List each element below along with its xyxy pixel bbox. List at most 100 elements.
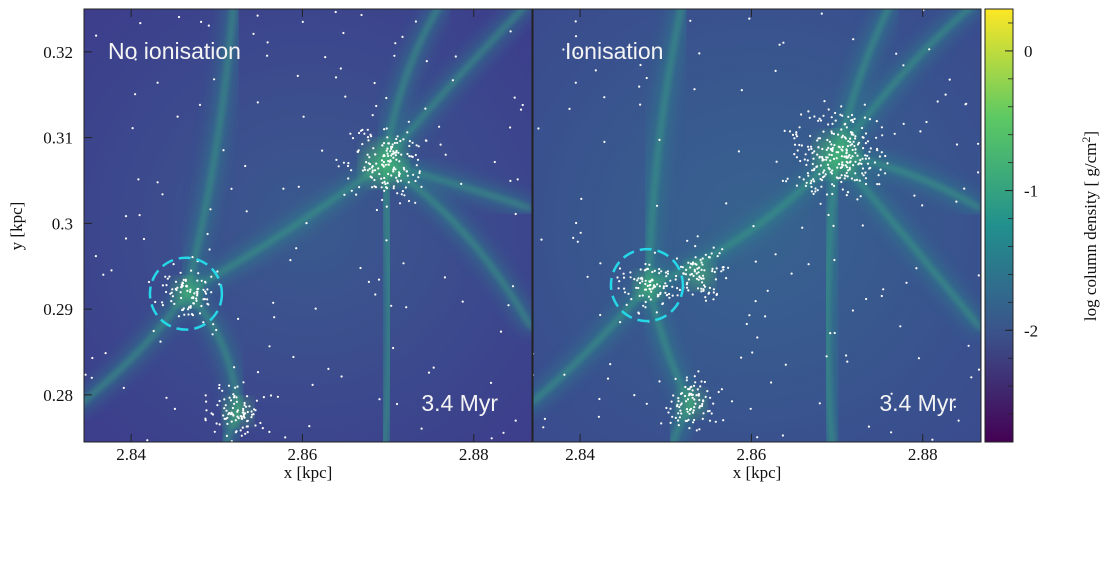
star-particle: [651, 279, 654, 282]
star-particle: [401, 35, 404, 39]
star-particle: [902, 64, 905, 67]
star-particle: [295, 247, 298, 250]
star-particle: [231, 406, 234, 410]
star-particle: [395, 176, 398, 179]
star-particle: [696, 267, 699, 270]
star-particle: [671, 285, 674, 288]
filament-core: [84, 291, 188, 403]
star-particle: [623, 291, 627, 294]
star-particle: [380, 186, 383, 189]
y-tick-label: 0.31: [43, 129, 73, 148]
star-particle: [223, 407, 226, 410]
star-particle: [563, 373, 566, 376]
star-particle: [683, 394, 687, 398]
star-particle: [672, 394, 675, 397]
star-particle: [651, 270, 654, 274]
star-particle: [256, 371, 260, 374]
star-particle: [825, 158, 828, 161]
star-particle: [360, 13, 363, 17]
star-particle: [216, 404, 219, 407]
star-particle: [342, 31, 345, 35]
star-particle: [669, 407, 672, 410]
star-particle: [818, 173, 821, 176]
star-particle: [224, 404, 227, 407]
star-particle: [667, 411, 670, 414]
star-particle: [813, 167, 816, 170]
star-particle: [853, 179, 856, 182]
star-particle: [852, 133, 855, 136]
star-particle: [703, 269, 706, 272]
star-particle: [334, 10, 337, 14]
star-particle: [686, 239, 689, 242]
x-tick-label: 2.88: [459, 445, 489, 464]
x-axis-title-1: x [kpc]: [284, 463, 333, 482]
star-particle: [839, 176, 842, 179]
star-particle: [373, 185, 376, 188]
star-particle: [827, 146, 830, 149]
x-tick-label: 2.84: [116, 445, 146, 464]
star-particle: [658, 268, 661, 271]
star-particle: [414, 179, 417, 183]
star-particle: [370, 166, 374, 169]
density-map-1: [84, 9, 532, 442]
star-particle: [816, 189, 819, 192]
star-particle: [856, 143, 860, 146]
star-particle: [704, 299, 708, 302]
star-particle: [165, 290, 168, 294]
star-particle: [677, 412, 680, 415]
star-particle: [439, 143, 442, 146]
star-particle: [828, 140, 832, 143]
star-particle: [355, 193, 358, 196]
star-particle: [766, 289, 769, 292]
star-particle: [699, 385, 702, 388]
star-particle: [181, 308, 184, 311]
star-particle: [367, 162, 370, 165]
star-particle: [173, 302, 176, 305]
star-particle: [250, 410, 253, 413]
star-particle: [244, 164, 247, 168]
star-particle: [182, 278, 185, 281]
star-particle: [629, 276, 632, 279]
star-particle: [399, 179, 402, 182]
star-particle: [215, 328, 218, 332]
star-particle: [730, 400, 734, 403]
star-particle: [712, 291, 715, 294]
star-particle: [811, 162, 814, 166]
star-particle: [675, 274, 678, 278]
star-particle: [701, 402, 704, 406]
star-particle: [847, 140, 850, 143]
star-particle: [396, 180, 400, 183]
star-particle: [356, 150, 359, 153]
star-particle: [696, 287, 700, 290]
star-particle: [877, 174, 880, 177]
star-particle: [688, 412, 691, 415]
star-particle: [841, 149, 844, 152]
star-particle: [200, 20, 203, 23]
star-particle: [873, 161, 877, 164]
star-particle: [240, 434, 243, 437]
star-particle: [349, 132, 352, 135]
star-particle: [655, 204, 659, 207]
star-particle: [229, 413, 233, 416]
star-particle: [405, 170, 408, 173]
star-particle: [641, 280, 644, 283]
star-particle: [668, 292, 671, 296]
star-particle: [406, 174, 409, 177]
y-tick-label: 0.28: [43, 386, 73, 405]
star-particle: [669, 421, 672, 424]
star-particle: [677, 419, 680, 422]
star-particle: [378, 398, 381, 401]
star-particle: [840, 163, 844, 166]
star-particle: [788, 130, 792, 133]
star-particle: [241, 411, 244, 414]
star-particle: [461, 300, 464, 303]
star-particle: [392, 187, 395, 190]
panel-frame-1: [83, 8, 533, 443]
star-particle: [206, 232, 209, 236]
highlight-circle-2: [609, 247, 685, 323]
star-particle: [240, 415, 243, 418]
star-particle: [196, 292, 199, 295]
star-particle: [639, 268, 642, 271]
star-particle: [507, 304, 510, 307]
star-particle: [342, 161, 345, 164]
